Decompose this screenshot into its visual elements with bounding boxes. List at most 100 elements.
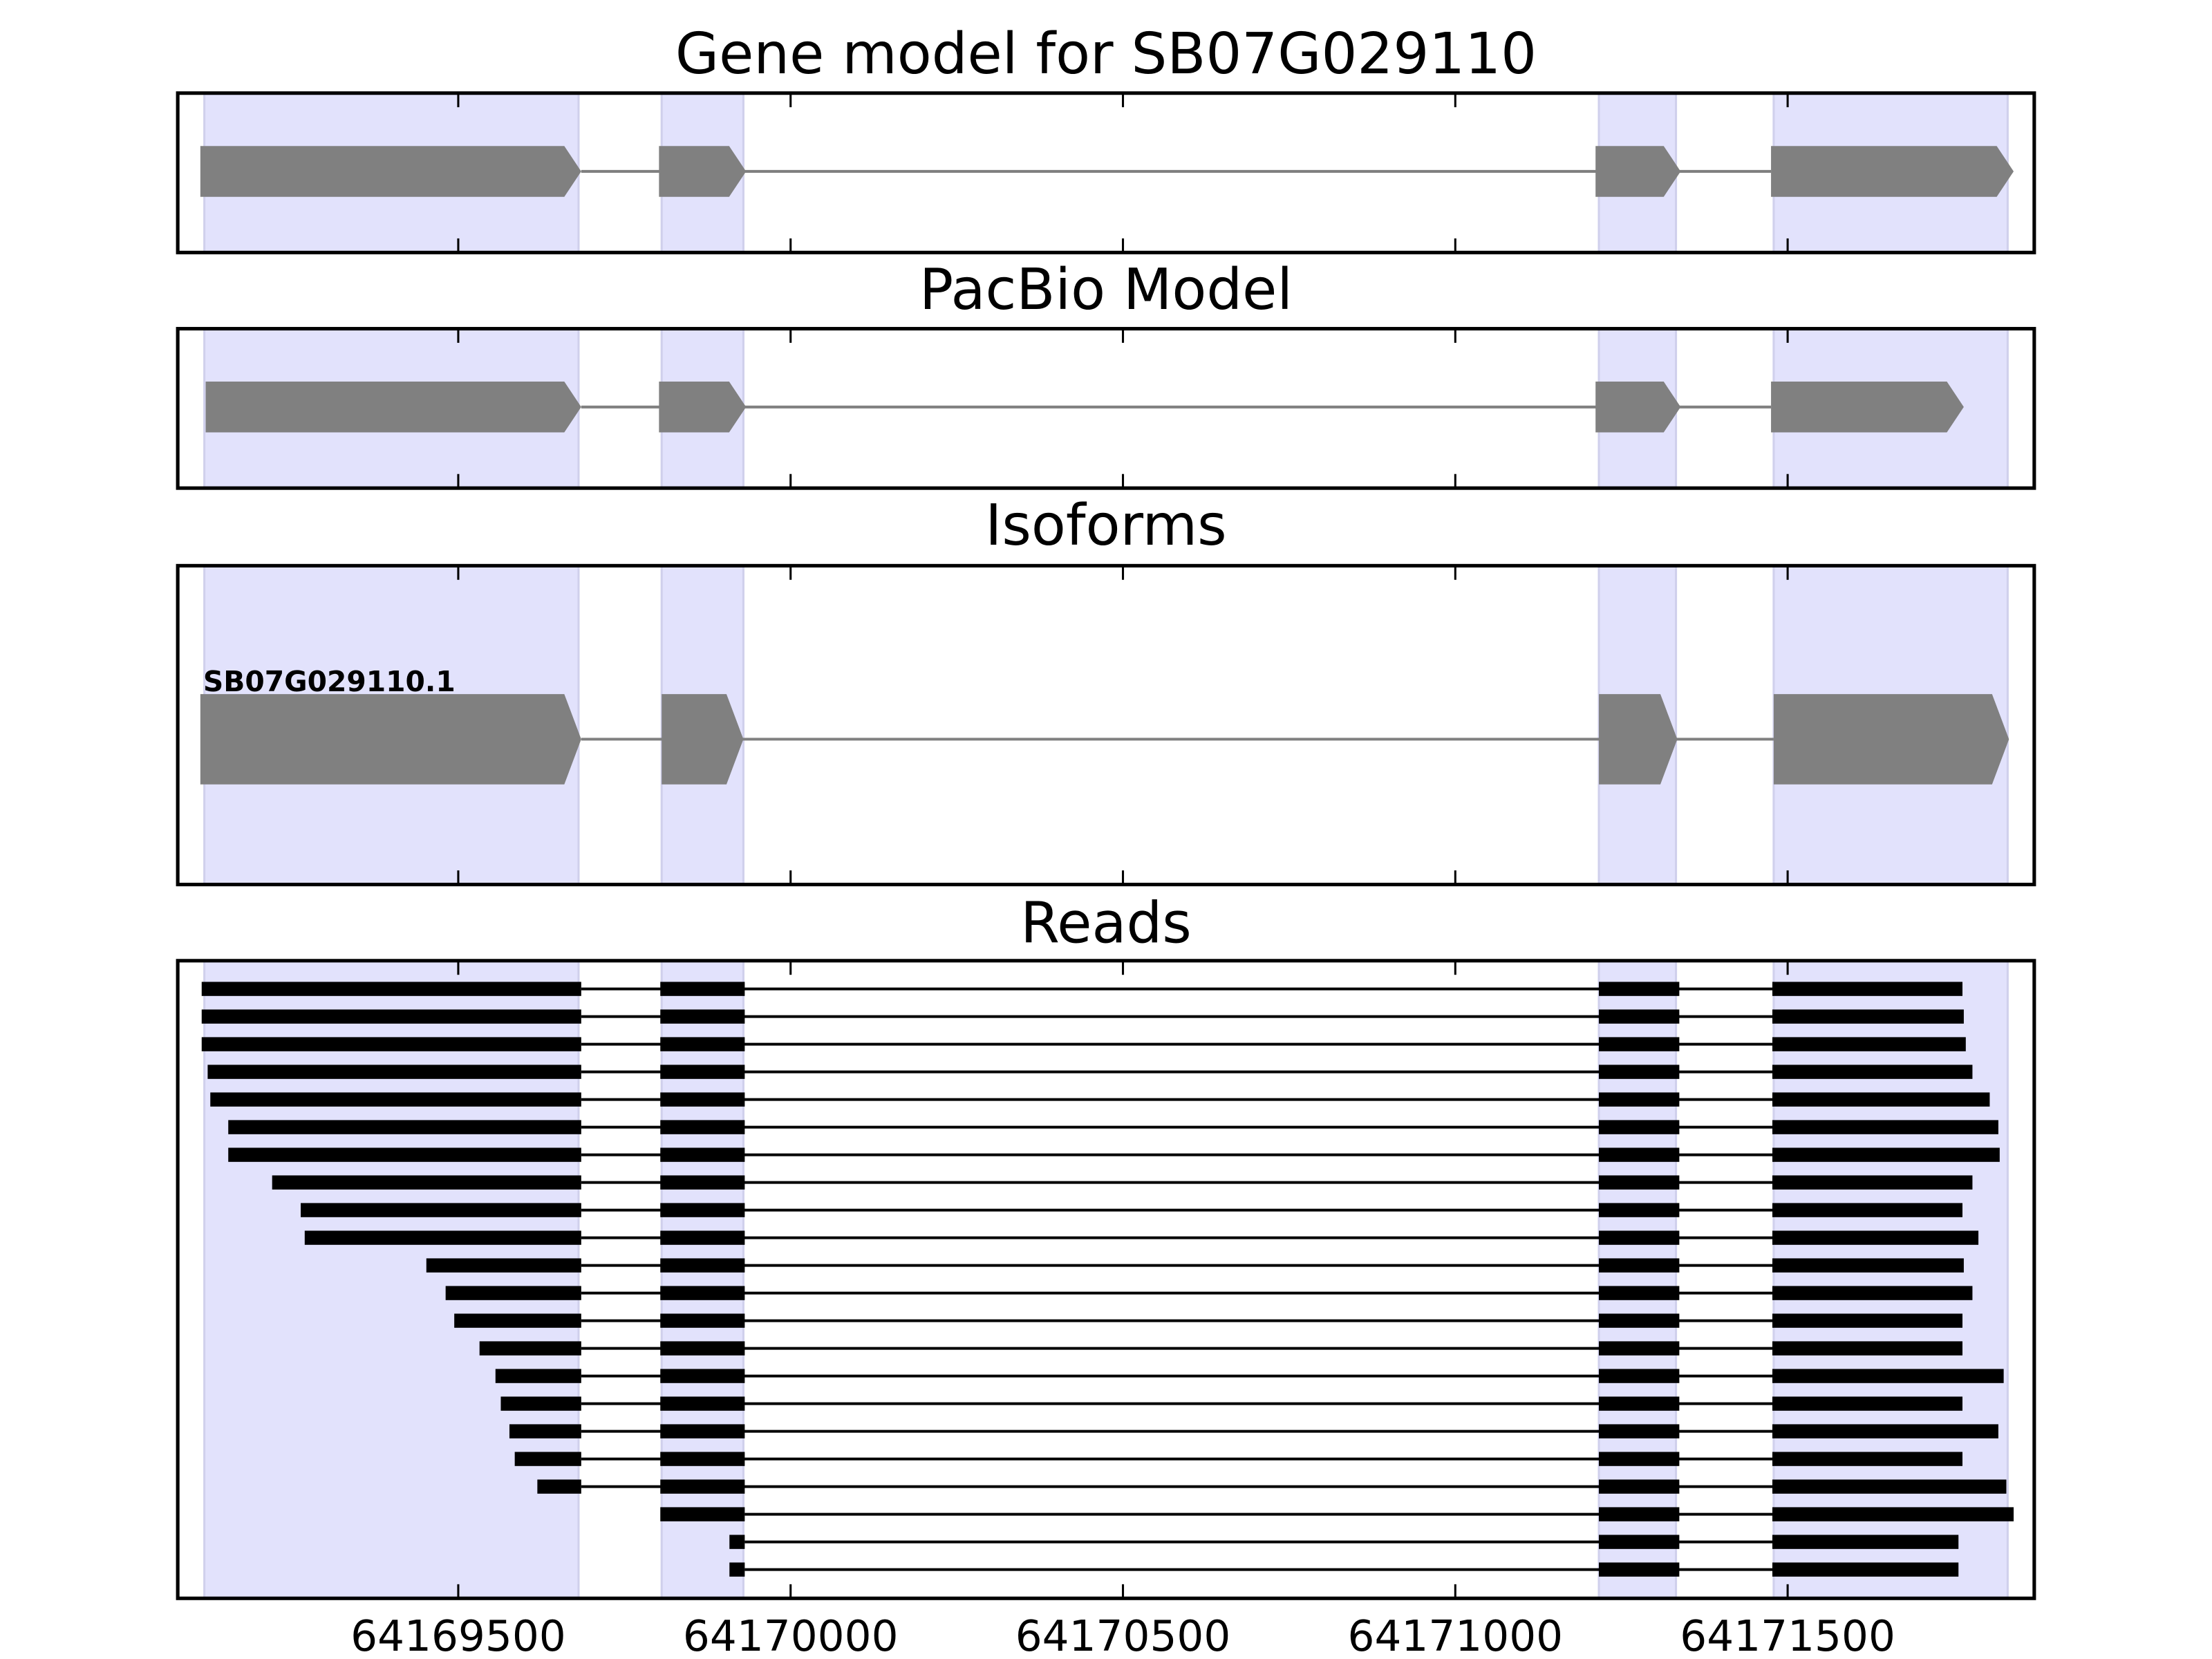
read-exon bbox=[1772, 1452, 1963, 1466]
panel-title-pacbio: PacBio Model bbox=[919, 257, 1293, 323]
read-exon bbox=[1599, 1479, 1680, 1494]
read-exon bbox=[1772, 1203, 1963, 1217]
exon-arrow bbox=[659, 382, 747, 433]
exon-shade bbox=[1772, 959, 2009, 1600]
read-exon bbox=[1772, 1092, 1990, 1107]
read-exon bbox=[660, 1203, 745, 1217]
read-exon bbox=[660, 1424, 745, 1438]
read-exon bbox=[1599, 1341, 1680, 1356]
read-exon bbox=[1599, 1313, 1680, 1328]
read-exon bbox=[1599, 1147, 1680, 1162]
read-exon bbox=[660, 1147, 745, 1162]
read-exon bbox=[1599, 1065, 1680, 1079]
panel-title-isoforms: Isoforms bbox=[985, 493, 1226, 559]
exon-arrow bbox=[1771, 146, 2014, 197]
exon-arrow bbox=[1595, 146, 1681, 197]
read-exon bbox=[660, 1341, 745, 1356]
read-exon bbox=[660, 1396, 745, 1411]
read-exon bbox=[660, 1452, 745, 1466]
read-exon bbox=[201, 1037, 581, 1051]
x-tick-label: 64170500 bbox=[1015, 1612, 1231, 1659]
read-exon bbox=[1772, 1396, 1963, 1411]
isoform-label: SB07G029110.1 bbox=[203, 665, 456, 698]
read-exon bbox=[1772, 1341, 1963, 1356]
read-exon bbox=[1599, 1369, 1680, 1383]
read-exon bbox=[1772, 1175, 1973, 1190]
read-exon bbox=[1599, 1535, 1680, 1549]
read-exon bbox=[479, 1341, 581, 1356]
read-exon bbox=[509, 1424, 581, 1438]
read-exon bbox=[660, 1479, 745, 1494]
read-exon bbox=[660, 1507, 745, 1521]
read-exon bbox=[1772, 1562, 1959, 1577]
read-exon bbox=[1599, 1396, 1680, 1411]
exon-arrow bbox=[1771, 382, 1964, 433]
read-exon bbox=[201, 1009, 581, 1024]
read-exon bbox=[729, 1562, 745, 1577]
panel-title-reads: Reads bbox=[1020, 890, 1192, 956]
exon-arrow bbox=[200, 694, 581, 785]
read-exon bbox=[1599, 1286, 1680, 1300]
read-exon bbox=[426, 1258, 581, 1273]
panel-frame bbox=[176, 326, 2036, 490]
read-exon bbox=[660, 982, 745, 996]
read-exon bbox=[228, 1147, 581, 1162]
x-tick-label: 64171500 bbox=[1680, 1612, 1895, 1659]
read-exon bbox=[1772, 1258, 1964, 1273]
panel-frame bbox=[176, 91, 2036, 254]
read-exon bbox=[1772, 1507, 2014, 1521]
read-exon bbox=[228, 1120, 581, 1134]
read-exon bbox=[1772, 1037, 1966, 1051]
exon-arrow bbox=[205, 382, 581, 433]
exon-shade bbox=[660, 959, 744, 1600]
read-exon bbox=[1772, 1479, 2007, 1494]
read-exon bbox=[514, 1452, 581, 1466]
read-exon bbox=[1599, 982, 1680, 996]
read-exon bbox=[537, 1479, 581, 1494]
read-exon bbox=[1599, 1424, 1680, 1438]
read-exon bbox=[500, 1396, 581, 1411]
read-exon bbox=[729, 1535, 745, 1549]
read-exon bbox=[1772, 1065, 1973, 1079]
exon-arrow bbox=[1595, 382, 1681, 433]
read-exon bbox=[1772, 1369, 2004, 1383]
read-exon bbox=[1772, 1286, 1973, 1300]
read-exon bbox=[660, 1258, 745, 1273]
exon-arrow bbox=[200, 146, 581, 197]
x-tick-label: 64171000 bbox=[1348, 1612, 1564, 1659]
panel-frame bbox=[176, 563, 2036, 887]
exon-arrow bbox=[1599, 694, 1678, 785]
read-exon bbox=[454, 1313, 581, 1328]
read-exon bbox=[660, 1286, 745, 1300]
exon-shade bbox=[203, 959, 580, 1600]
read-exon bbox=[1599, 1092, 1680, 1107]
panel-title-gene-model: Gene model for SB07G029110 bbox=[675, 21, 1537, 87]
read-exon bbox=[660, 1230, 745, 1245]
read-exon bbox=[1772, 1120, 1998, 1134]
read-exon bbox=[1772, 1009, 1964, 1024]
read-exon bbox=[1772, 1313, 1963, 1328]
read-exon bbox=[1772, 1424, 1998, 1438]
read-exon bbox=[1772, 1535, 1959, 1549]
read-exon bbox=[1772, 1230, 1979, 1245]
read-exon bbox=[1599, 1562, 1680, 1577]
read-exon bbox=[1599, 1175, 1680, 1190]
read-exon bbox=[210, 1092, 581, 1107]
read-exon bbox=[1599, 1230, 1680, 1245]
read-exon bbox=[660, 1313, 745, 1328]
exon-arrow bbox=[1773, 694, 2009, 785]
x-tick-label: 64169500 bbox=[350, 1612, 566, 1659]
read-exon bbox=[660, 1092, 745, 1107]
read-exon bbox=[1599, 1120, 1680, 1134]
read-exon bbox=[660, 1369, 745, 1383]
panel-frame bbox=[176, 959, 2036, 1600]
read-exon bbox=[660, 1065, 745, 1079]
read-exon bbox=[201, 982, 581, 996]
read-exon bbox=[272, 1175, 581, 1190]
read-exon bbox=[660, 1037, 745, 1051]
read-exon bbox=[660, 1009, 745, 1024]
read-exon bbox=[207, 1065, 581, 1079]
read-exon bbox=[660, 1120, 745, 1134]
read-exon bbox=[1599, 1203, 1680, 1217]
